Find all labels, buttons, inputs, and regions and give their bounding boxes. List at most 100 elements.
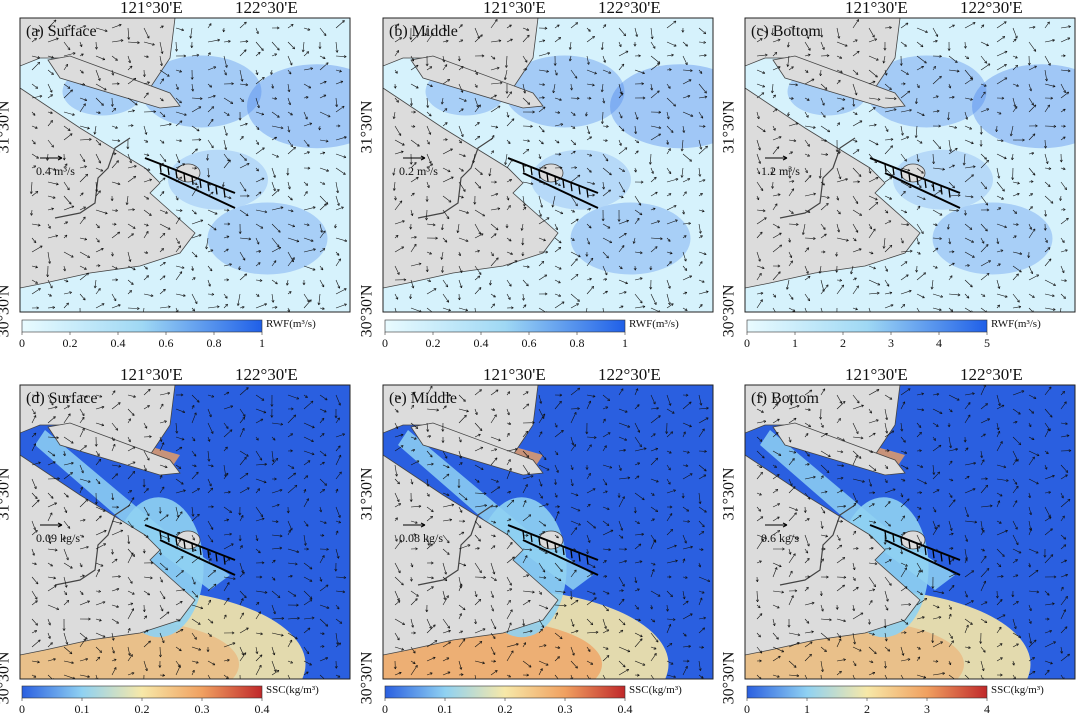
jetty-south [159,172,236,209]
rwf-patch [866,55,987,128]
rwf-patch [610,64,713,149]
colorbar [21,319,263,333]
lon-label: 122°30'E [960,0,1023,17]
colorbar-tick-label: 0.4 [254,702,270,716]
scale-arrow-label: 0.2 m³/s [399,164,438,178]
colorbar-tick-label: 0.6 [521,336,537,350]
lat-label: 30°30'N [0,284,13,338]
jetty-north [869,524,961,561]
rwf-patch [207,202,328,275]
province-boundary [54,504,131,586]
colorbar [384,319,626,333]
jetty-north [507,524,599,561]
colorbar-tick-label: 0.4 [617,702,633,716]
province-boundary [417,137,494,219]
panel-frame [744,384,1076,680]
land-south [745,87,921,289]
lon-label: 122°30'E [598,365,661,384]
jetty-north [144,157,236,194]
colorbar [746,685,988,699]
colorbar-unit-label: SSC(kg/m³) [991,684,1044,696]
colorbar-unit-label: RWF(m³/s) [629,318,679,330]
colorbar-tick-label: 0.3 [194,702,210,716]
lat-label: 30°30'N [358,651,376,705]
jetty-north [507,157,599,194]
flux-vectors [29,19,348,312]
colorbar-tick-label: 1 [622,336,628,350]
lon-label: 121°30'E [845,365,908,384]
colorbar-tick-label: 0 [19,336,25,350]
panel-label: (d) Surface [26,390,98,407]
colorbar [21,685,263,699]
lon-label: 121°30'E [483,0,546,17]
panel-frame [19,384,351,680]
rwf-patch [247,64,350,149]
scale-arrow-label: 0.6 kg/s [761,531,800,545]
lon-label: 121°30'E [120,0,183,17]
jetty-south [884,539,961,576]
flux-vectors [393,385,711,679]
rwf-patch [141,55,262,128]
rwf-patch [570,202,691,275]
colorbar-tick-label: 0 [19,702,25,716]
panel-frame [382,384,714,680]
panel-label: (a) Surface [26,23,97,40]
land-south [745,454,921,656]
colorbar-tick-label: 2 [864,702,870,716]
jetty-south [884,172,961,209]
panel-frame [382,17,714,313]
colorbar-unit-label: RWF(m³/s) [991,318,1041,330]
chongming-island [47,422,181,476]
colorbar-unit-label: RWF(m³/s) [266,318,316,330]
lon-label: 121°30'E [120,365,183,384]
lat-label: 30°30'N [0,651,13,705]
colorbar-tick-label: 0.3 [557,702,573,716]
colorbar-tick-label: 4 [936,336,942,350]
jiuduansha-shoal [538,163,564,183]
panel-label: (f) Bottom [751,390,819,407]
colorbar-tick-label: 0.1 [74,702,90,716]
colorbar-tick-label: 0.6 [158,336,174,350]
jetty-south [522,172,599,209]
jetty-north [869,157,961,194]
colorbar-tick-label: 3 [924,702,930,716]
lon-label: 121°30'E [845,0,908,17]
map-panel [19,384,351,680]
colorbar-tick-label: 0.1 [437,702,453,716]
land-south [383,87,559,289]
lat-label: 30°30'N [358,284,376,338]
map-panel [382,17,714,313]
lat-label: 30°30'N [720,284,738,338]
scale-arrow-label: 0.08 kg/s [399,531,444,545]
colorbar-tick-label: 1 [792,336,798,350]
panel-label: (e) Middle [389,390,457,407]
jiuduansha-shoal [175,163,201,183]
colorbar [384,685,626,699]
colorbar-tick-label: 0.2 [497,702,513,716]
colorbar-tick-label: 1 [259,336,265,350]
jetty-south [522,539,599,576]
colorbar-tick-label: 0.2 [425,336,441,350]
colorbar [746,319,988,333]
panel-frame [744,17,1076,313]
province-boundary [779,504,856,586]
flux-vectors [756,19,1071,312]
flux-vectors [755,385,1072,679]
flux-vectors [31,387,347,679]
colorbar-tick-label: 0 [744,702,750,716]
lat-label: 31°30'N [358,467,376,521]
jetty-north [144,524,236,561]
province-boundary [417,504,494,586]
colorbar-tick-label: 4 [984,702,990,716]
map-panel [744,17,1076,313]
panel-label: (b) Middle [389,23,458,40]
colorbar-tick-label: 0 [382,336,388,350]
colorbar-tick-label: 0.4 [110,336,126,350]
lat-label: 31°30'N [720,100,738,154]
province-boundary [54,137,131,219]
colorbar-unit-label: SSC(kg/m³) [629,684,682,696]
map-panel [19,17,351,313]
colorbar-tick-label: 2 [840,336,846,350]
colorbar-tick-label: 0 [744,336,750,350]
